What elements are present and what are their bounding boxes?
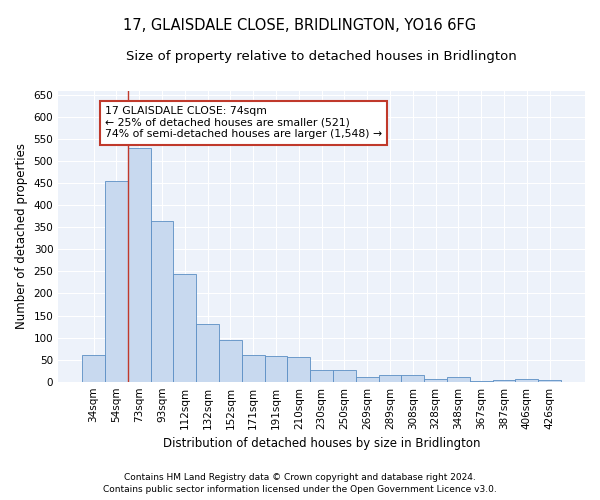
Bar bbox=[447, 378, 470, 382]
Bar bbox=[265, 356, 287, 382]
Bar bbox=[82, 355, 105, 382]
Bar bbox=[310, 370, 333, 382]
Bar bbox=[219, 340, 242, 382]
Title: Size of property relative to detached houses in Bridlington: Size of property relative to detached ho… bbox=[126, 50, 517, 63]
Bar bbox=[287, 358, 310, 382]
Bar bbox=[128, 148, 151, 382]
Text: Contains HM Land Registry data © Crown copyright and database right 2024.
Contai: Contains HM Land Registry data © Crown c… bbox=[103, 472, 497, 494]
X-axis label: Distribution of detached houses by size in Bridlington: Distribution of detached houses by size … bbox=[163, 437, 481, 450]
Bar bbox=[515, 379, 538, 382]
Bar bbox=[173, 274, 196, 382]
Bar bbox=[538, 380, 561, 382]
Bar bbox=[379, 375, 401, 382]
Bar bbox=[242, 355, 265, 382]
Y-axis label: Number of detached properties: Number of detached properties bbox=[15, 143, 28, 329]
Bar bbox=[470, 381, 493, 382]
Bar bbox=[424, 378, 447, 382]
Bar bbox=[493, 380, 515, 382]
Text: 17, GLAISDALE CLOSE, BRIDLINGTON, YO16 6FG: 17, GLAISDALE CLOSE, BRIDLINGTON, YO16 6… bbox=[124, 18, 476, 32]
Bar bbox=[356, 378, 379, 382]
Bar bbox=[151, 220, 173, 382]
Bar bbox=[333, 370, 356, 382]
Bar bbox=[105, 181, 128, 382]
Bar bbox=[196, 324, 219, 382]
Bar bbox=[401, 375, 424, 382]
Text: 17 GLAISDALE CLOSE: 74sqm
← 25% of detached houses are smaller (521)
74% of semi: 17 GLAISDALE CLOSE: 74sqm ← 25% of detac… bbox=[105, 106, 382, 139]
